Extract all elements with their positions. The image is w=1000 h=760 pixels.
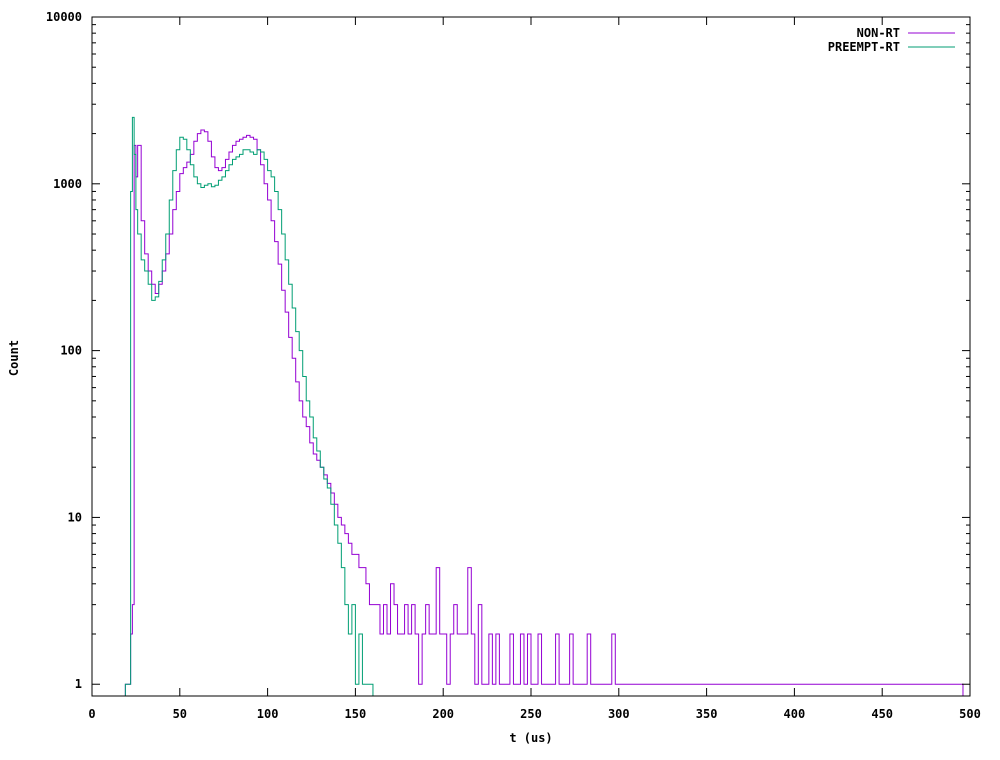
- y-tick-label: 1: [75, 677, 82, 691]
- series-line-1: [124, 116, 374, 696]
- legend-label: PREEMPT-RT: [828, 40, 900, 54]
- x-tick-label: 200: [432, 707, 454, 721]
- x-tick-label: 350: [696, 707, 718, 721]
- x-tick-label: 400: [784, 707, 806, 721]
- x-tick-label: 100: [257, 707, 279, 721]
- x-tick-label: 450: [871, 707, 893, 721]
- x-tick-label: 150: [345, 707, 367, 721]
- series-line-0: [124, 129, 964, 696]
- y-tick-label: 10: [68, 510, 82, 524]
- x-tick-label: 0: [88, 707, 95, 721]
- y-axis-title: Count: [7, 340, 21, 376]
- y-tick-label: 100: [60, 344, 82, 358]
- y-tick-label: 1000: [53, 177, 82, 191]
- x-tick-label: 250: [520, 707, 542, 721]
- x-tick-label: 50: [173, 707, 187, 721]
- y-tick-label: 10000: [46, 10, 82, 24]
- x-axis-title: t (us): [509, 731, 552, 745]
- y-axis: 1 10 100 1000 10000: [46, 10, 970, 691]
- x-axis: 0 50 100 150 200 250 300 350 400 450 500: [88, 17, 981, 721]
- series-layer: [124, 116, 964, 696]
- x-tick-label: 500: [959, 707, 981, 721]
- legend-label: NON-RT: [857, 26, 900, 40]
- x-tick-label: 300: [608, 707, 630, 721]
